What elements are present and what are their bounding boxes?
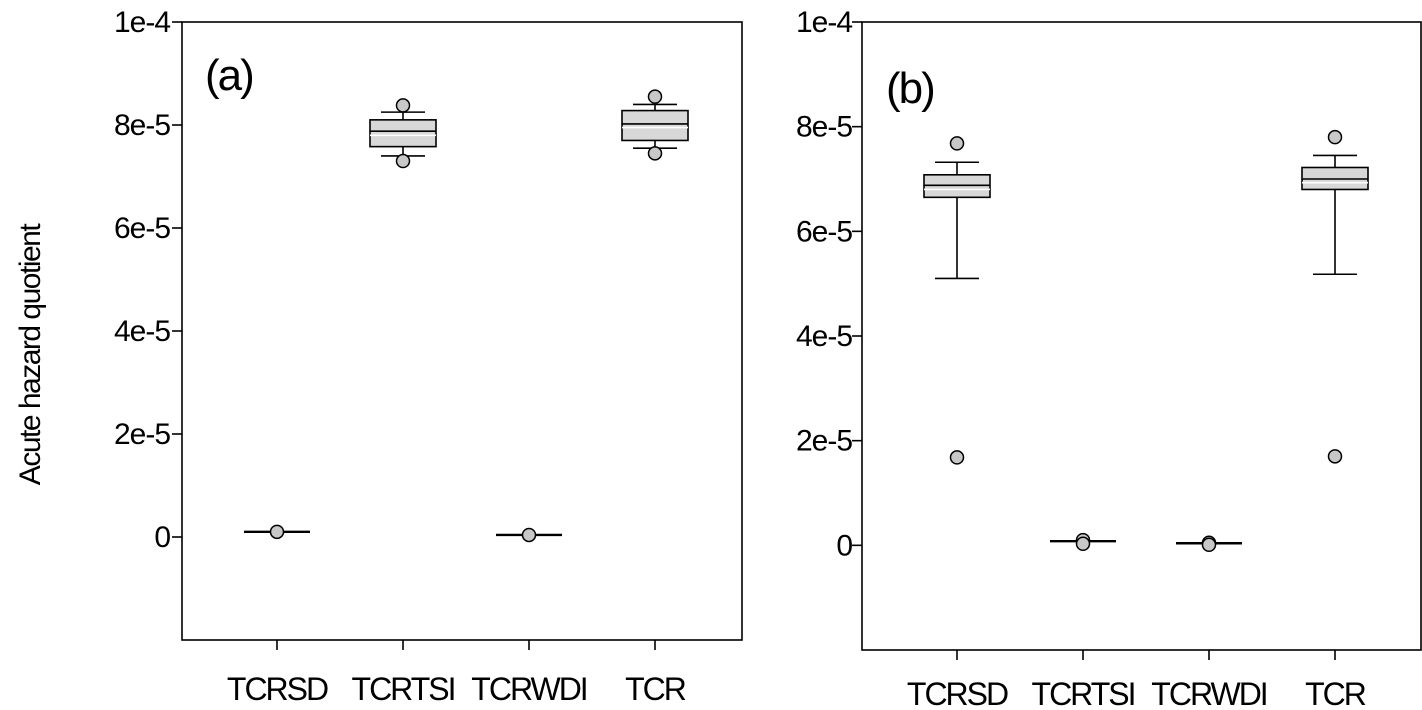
outlier-point xyxy=(647,146,663,161)
outlier-point xyxy=(949,450,965,465)
box-tcr xyxy=(1301,129,1369,464)
chart-panel-a: (a) 0 2e-5 4e-5 6e-5 8e-5 1e-4 TCRSD TCRTSI TCRWD… xyxy=(114,6,743,707)
outlier-point xyxy=(395,98,411,113)
outlier-point xyxy=(395,153,411,169)
outlier-point xyxy=(949,136,965,151)
y-tick-label: 2e-5 xyxy=(114,418,170,451)
outlier-point xyxy=(1075,536,1091,552)
outlier-point xyxy=(1327,129,1343,145)
chart-panel-b: (b) 0 2e-5 4e-5 6e-5 8e-5 1e-4 TCRSD TCRTSI TCRWD… xyxy=(796,6,1422,710)
y-tick-label: 1e-4 xyxy=(114,6,170,39)
x-tick-label: TCRTSI xyxy=(352,671,455,707)
outlier-point xyxy=(1327,449,1343,464)
outlier-point xyxy=(647,89,663,104)
outlier-point xyxy=(1201,537,1217,553)
y-tick-label: 0 xyxy=(154,521,170,554)
y-tick-label: 6e-5 xyxy=(114,212,170,245)
y-tick-label: 0 xyxy=(836,529,852,562)
y-tick-label: 4e-5 xyxy=(114,315,170,348)
box-tcrtsi xyxy=(369,98,437,169)
x-tick-label: TCRWDI xyxy=(471,671,586,707)
iqr-box xyxy=(621,109,689,142)
x-tick-label: TCR xyxy=(625,671,686,707)
panel-label: (a) xyxy=(205,51,253,100)
x-tick-label: TCRTSI xyxy=(1032,676,1135,710)
x-tick-label: TCR xyxy=(1305,676,1366,710)
iqr-box xyxy=(369,119,437,148)
outlier-point xyxy=(521,527,537,543)
box-tcrwdi xyxy=(1176,535,1242,553)
y-tick-label: 2e-5 xyxy=(796,425,852,458)
box-tcrsd xyxy=(244,524,310,540)
x-tick-label: TCRSD xyxy=(227,671,328,707)
box-tcrwdi xyxy=(496,527,562,543)
y-tick-label: 6e-5 xyxy=(796,215,852,248)
y-tick-label: 1e-4 xyxy=(796,6,852,39)
box-tcr xyxy=(621,89,689,161)
y-tick-label: 4e-5 xyxy=(796,320,852,353)
x-tick-label: TCRWDI xyxy=(1151,676,1266,710)
box-tcrtsi xyxy=(1050,532,1116,552)
outlier-point xyxy=(269,524,285,540)
y-tick-label: 8e-5 xyxy=(114,109,170,142)
x-tick-label: TCRSD xyxy=(907,676,1008,710)
panel-label: (b) xyxy=(886,64,934,113)
box-tcrsd xyxy=(923,136,991,465)
plot-frame xyxy=(861,21,1422,651)
y-tick-label: 8e-5 xyxy=(796,111,852,144)
